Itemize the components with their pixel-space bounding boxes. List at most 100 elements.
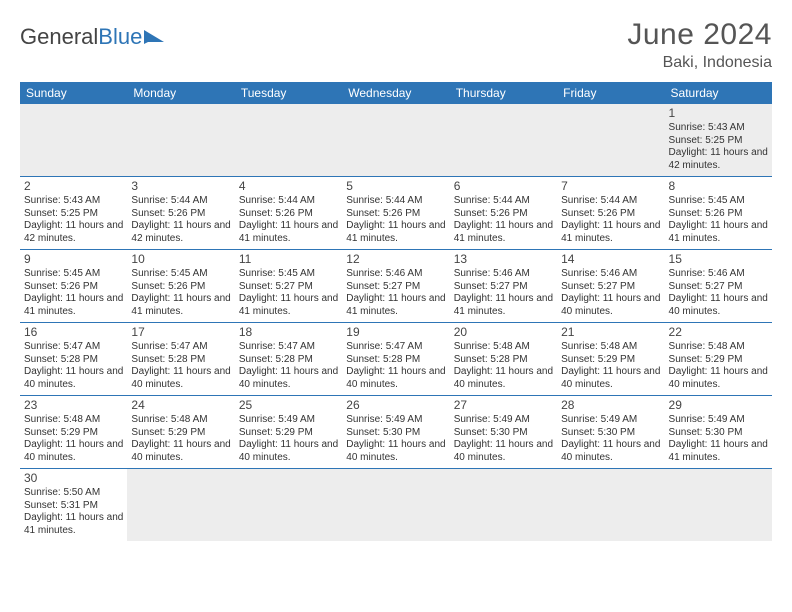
day-info: Sunrise: 5:44 AMSunset: 5:26 PMDaylight:… <box>131 195 230 245</box>
calendar-cell: 29Sunrise: 5:49 AMSunset: 5:30 PMDayligh… <box>665 396 772 469</box>
day-info: Sunrise: 5:49 AMSunset: 5:30 PMDaylight:… <box>454 414 553 464</box>
calendar-row: 1Sunrise: 5:43 AMSunset: 5:25 PMDaylight… <box>20 104 772 177</box>
brand-general: General <box>20 24 98 50</box>
day-number: 26 <box>346 398 445 413</box>
day-info: Sunrise: 5:48 AMSunset: 5:28 PMDaylight:… <box>454 341 553 391</box>
calendar-cell: 28Sunrise: 5:49 AMSunset: 5:30 PMDayligh… <box>557 396 664 469</box>
weekday-header: Monday <box>127 82 234 104</box>
weekday-header: Tuesday <box>235 82 342 104</box>
calendar-cell-empty <box>127 469 234 542</box>
calendar-row: 9Sunrise: 5:45 AMSunset: 5:26 PMDaylight… <box>20 250 772 323</box>
day-info: Sunrise: 5:46 AMSunset: 5:27 PMDaylight:… <box>561 268 660 318</box>
title-block: June 2024 Baki, Indonesia <box>627 18 772 72</box>
day-info: Sunrise: 5:49 AMSunset: 5:30 PMDaylight:… <box>669 414 768 464</box>
day-info: Sunrise: 5:45 AMSunset: 5:27 PMDaylight:… <box>239 268 338 318</box>
day-info: Sunrise: 5:49 AMSunset: 5:29 PMDaylight:… <box>239 414 338 464</box>
calendar-cell: 21Sunrise: 5:48 AMSunset: 5:29 PMDayligh… <box>557 323 664 396</box>
calendar-cell: 1Sunrise: 5:43 AMSunset: 5:25 PMDaylight… <box>665 104 772 177</box>
calendar-cell: 12Sunrise: 5:46 AMSunset: 5:27 PMDayligh… <box>342 250 449 323</box>
day-info: Sunrise: 5:48 AMSunset: 5:29 PMDaylight:… <box>669 341 768 391</box>
day-number: 11 <box>239 252 338 267</box>
calendar-cell: 17Sunrise: 5:47 AMSunset: 5:28 PMDayligh… <box>127 323 234 396</box>
day-number: 7 <box>561 179 660 194</box>
page-header: GeneralBlue June 2024 Baki, Indonesia <box>20 18 772 72</box>
day-info: Sunrise: 5:45 AMSunset: 5:26 PMDaylight:… <box>24 268 123 318</box>
calendar-cell: 4Sunrise: 5:44 AMSunset: 5:26 PMDaylight… <box>235 177 342 250</box>
calendar-cell-empty <box>450 469 557 542</box>
calendar-cell: 6Sunrise: 5:44 AMSunset: 5:26 PMDaylight… <box>450 177 557 250</box>
day-info: Sunrise: 5:46 AMSunset: 5:27 PMDaylight:… <box>669 268 768 318</box>
day-info: Sunrise: 5:48 AMSunset: 5:29 PMDaylight:… <box>561 341 660 391</box>
day-info: Sunrise: 5:50 AMSunset: 5:31 PMDaylight:… <box>24 487 123 537</box>
calendar-cell: 30Sunrise: 5:50 AMSunset: 5:31 PMDayligh… <box>20 469 127 542</box>
calendar-cell: 9Sunrise: 5:45 AMSunset: 5:26 PMDaylight… <box>20 250 127 323</box>
brand-logo: GeneralBlue <box>20 24 166 50</box>
day-number: 20 <box>454 325 553 340</box>
day-info: Sunrise: 5:47 AMSunset: 5:28 PMDaylight:… <box>346 341 445 391</box>
day-number: 1 <box>669 106 768 121</box>
day-number: 13 <box>454 252 553 267</box>
flag-icon <box>144 28 166 46</box>
calendar-cell-empty <box>557 104 664 177</box>
day-info: Sunrise: 5:43 AMSunset: 5:25 PMDaylight:… <box>669 122 768 172</box>
calendar-cell: 15Sunrise: 5:46 AMSunset: 5:27 PMDayligh… <box>665 250 772 323</box>
day-number: 27 <box>454 398 553 413</box>
day-info: Sunrise: 5:47 AMSunset: 5:28 PMDaylight:… <box>24 341 123 391</box>
day-info: Sunrise: 5:49 AMSunset: 5:30 PMDaylight:… <box>561 414 660 464</box>
day-info: Sunrise: 5:47 AMSunset: 5:28 PMDaylight:… <box>239 341 338 391</box>
day-number: 6 <box>454 179 553 194</box>
calendar-cell-empty <box>342 104 449 177</box>
day-number: 12 <box>346 252 445 267</box>
calendar-row: 16Sunrise: 5:47 AMSunset: 5:28 PMDayligh… <box>20 323 772 396</box>
page-title: June 2024 <box>627 18 772 52</box>
calendar-row: 23Sunrise: 5:48 AMSunset: 5:29 PMDayligh… <box>20 396 772 469</box>
calendar-cell: 20Sunrise: 5:48 AMSunset: 5:28 PMDayligh… <box>450 323 557 396</box>
calendar-cell: 26Sunrise: 5:49 AMSunset: 5:30 PMDayligh… <box>342 396 449 469</box>
day-info: Sunrise: 5:45 AMSunset: 5:26 PMDaylight:… <box>669 195 768 245</box>
day-number: 16 <box>24 325 123 340</box>
day-info: Sunrise: 5:45 AMSunset: 5:26 PMDaylight:… <box>131 268 230 318</box>
day-number: 23 <box>24 398 123 413</box>
calendar-cell-empty <box>235 104 342 177</box>
calendar-body: 1Sunrise: 5:43 AMSunset: 5:25 PMDaylight… <box>20 104 772 541</box>
day-info: Sunrise: 5:44 AMSunset: 5:26 PMDaylight:… <box>454 195 553 245</box>
calendar-table: SundayMondayTuesdayWednesdayThursdayFrid… <box>20 82 772 541</box>
weekday-header: Saturday <box>665 82 772 104</box>
day-number: 30 <box>24 471 123 486</box>
day-number: 9 <box>24 252 123 267</box>
calendar-cell-empty <box>557 469 664 542</box>
day-number: 18 <box>239 325 338 340</box>
day-number: 25 <box>239 398 338 413</box>
day-info: Sunrise: 5:44 AMSunset: 5:26 PMDaylight:… <box>239 195 338 245</box>
day-info: Sunrise: 5:46 AMSunset: 5:27 PMDaylight:… <box>454 268 553 318</box>
weekday-header: Friday <box>557 82 664 104</box>
brand-blue: Blue <box>98 24 142 50</box>
calendar-cell-empty <box>127 104 234 177</box>
day-number: 28 <box>561 398 660 413</box>
day-number: 15 <box>669 252 768 267</box>
calendar-cell-empty <box>235 469 342 542</box>
day-number: 19 <box>346 325 445 340</box>
calendar-cell: 3Sunrise: 5:44 AMSunset: 5:26 PMDaylight… <box>127 177 234 250</box>
day-number: 14 <box>561 252 660 267</box>
calendar-cell-empty <box>342 469 449 542</box>
calendar-row: 2Sunrise: 5:43 AMSunset: 5:25 PMDaylight… <box>20 177 772 250</box>
day-number: 3 <box>131 179 230 194</box>
calendar-cell: 18Sunrise: 5:47 AMSunset: 5:28 PMDayligh… <box>235 323 342 396</box>
day-number: 29 <box>669 398 768 413</box>
calendar-cell: 13Sunrise: 5:46 AMSunset: 5:27 PMDayligh… <box>450 250 557 323</box>
calendar-cell: 24Sunrise: 5:48 AMSunset: 5:29 PMDayligh… <box>127 396 234 469</box>
day-info: Sunrise: 5:48 AMSunset: 5:29 PMDaylight:… <box>24 414 123 464</box>
calendar-cell-empty <box>450 104 557 177</box>
calendar-cell: 10Sunrise: 5:45 AMSunset: 5:26 PMDayligh… <box>127 250 234 323</box>
calendar-cell: 22Sunrise: 5:48 AMSunset: 5:29 PMDayligh… <box>665 323 772 396</box>
calendar-cell: 8Sunrise: 5:45 AMSunset: 5:26 PMDaylight… <box>665 177 772 250</box>
calendar-cell: 2Sunrise: 5:43 AMSunset: 5:25 PMDaylight… <box>20 177 127 250</box>
calendar-cell: 27Sunrise: 5:49 AMSunset: 5:30 PMDayligh… <box>450 396 557 469</box>
day-number: 17 <box>131 325 230 340</box>
day-info: Sunrise: 5:44 AMSunset: 5:26 PMDaylight:… <box>561 195 660 245</box>
day-info: Sunrise: 5:47 AMSunset: 5:28 PMDaylight:… <box>131 341 230 391</box>
day-number: 8 <box>669 179 768 194</box>
calendar-cell: 7Sunrise: 5:44 AMSunset: 5:26 PMDaylight… <box>557 177 664 250</box>
day-number: 4 <box>239 179 338 194</box>
